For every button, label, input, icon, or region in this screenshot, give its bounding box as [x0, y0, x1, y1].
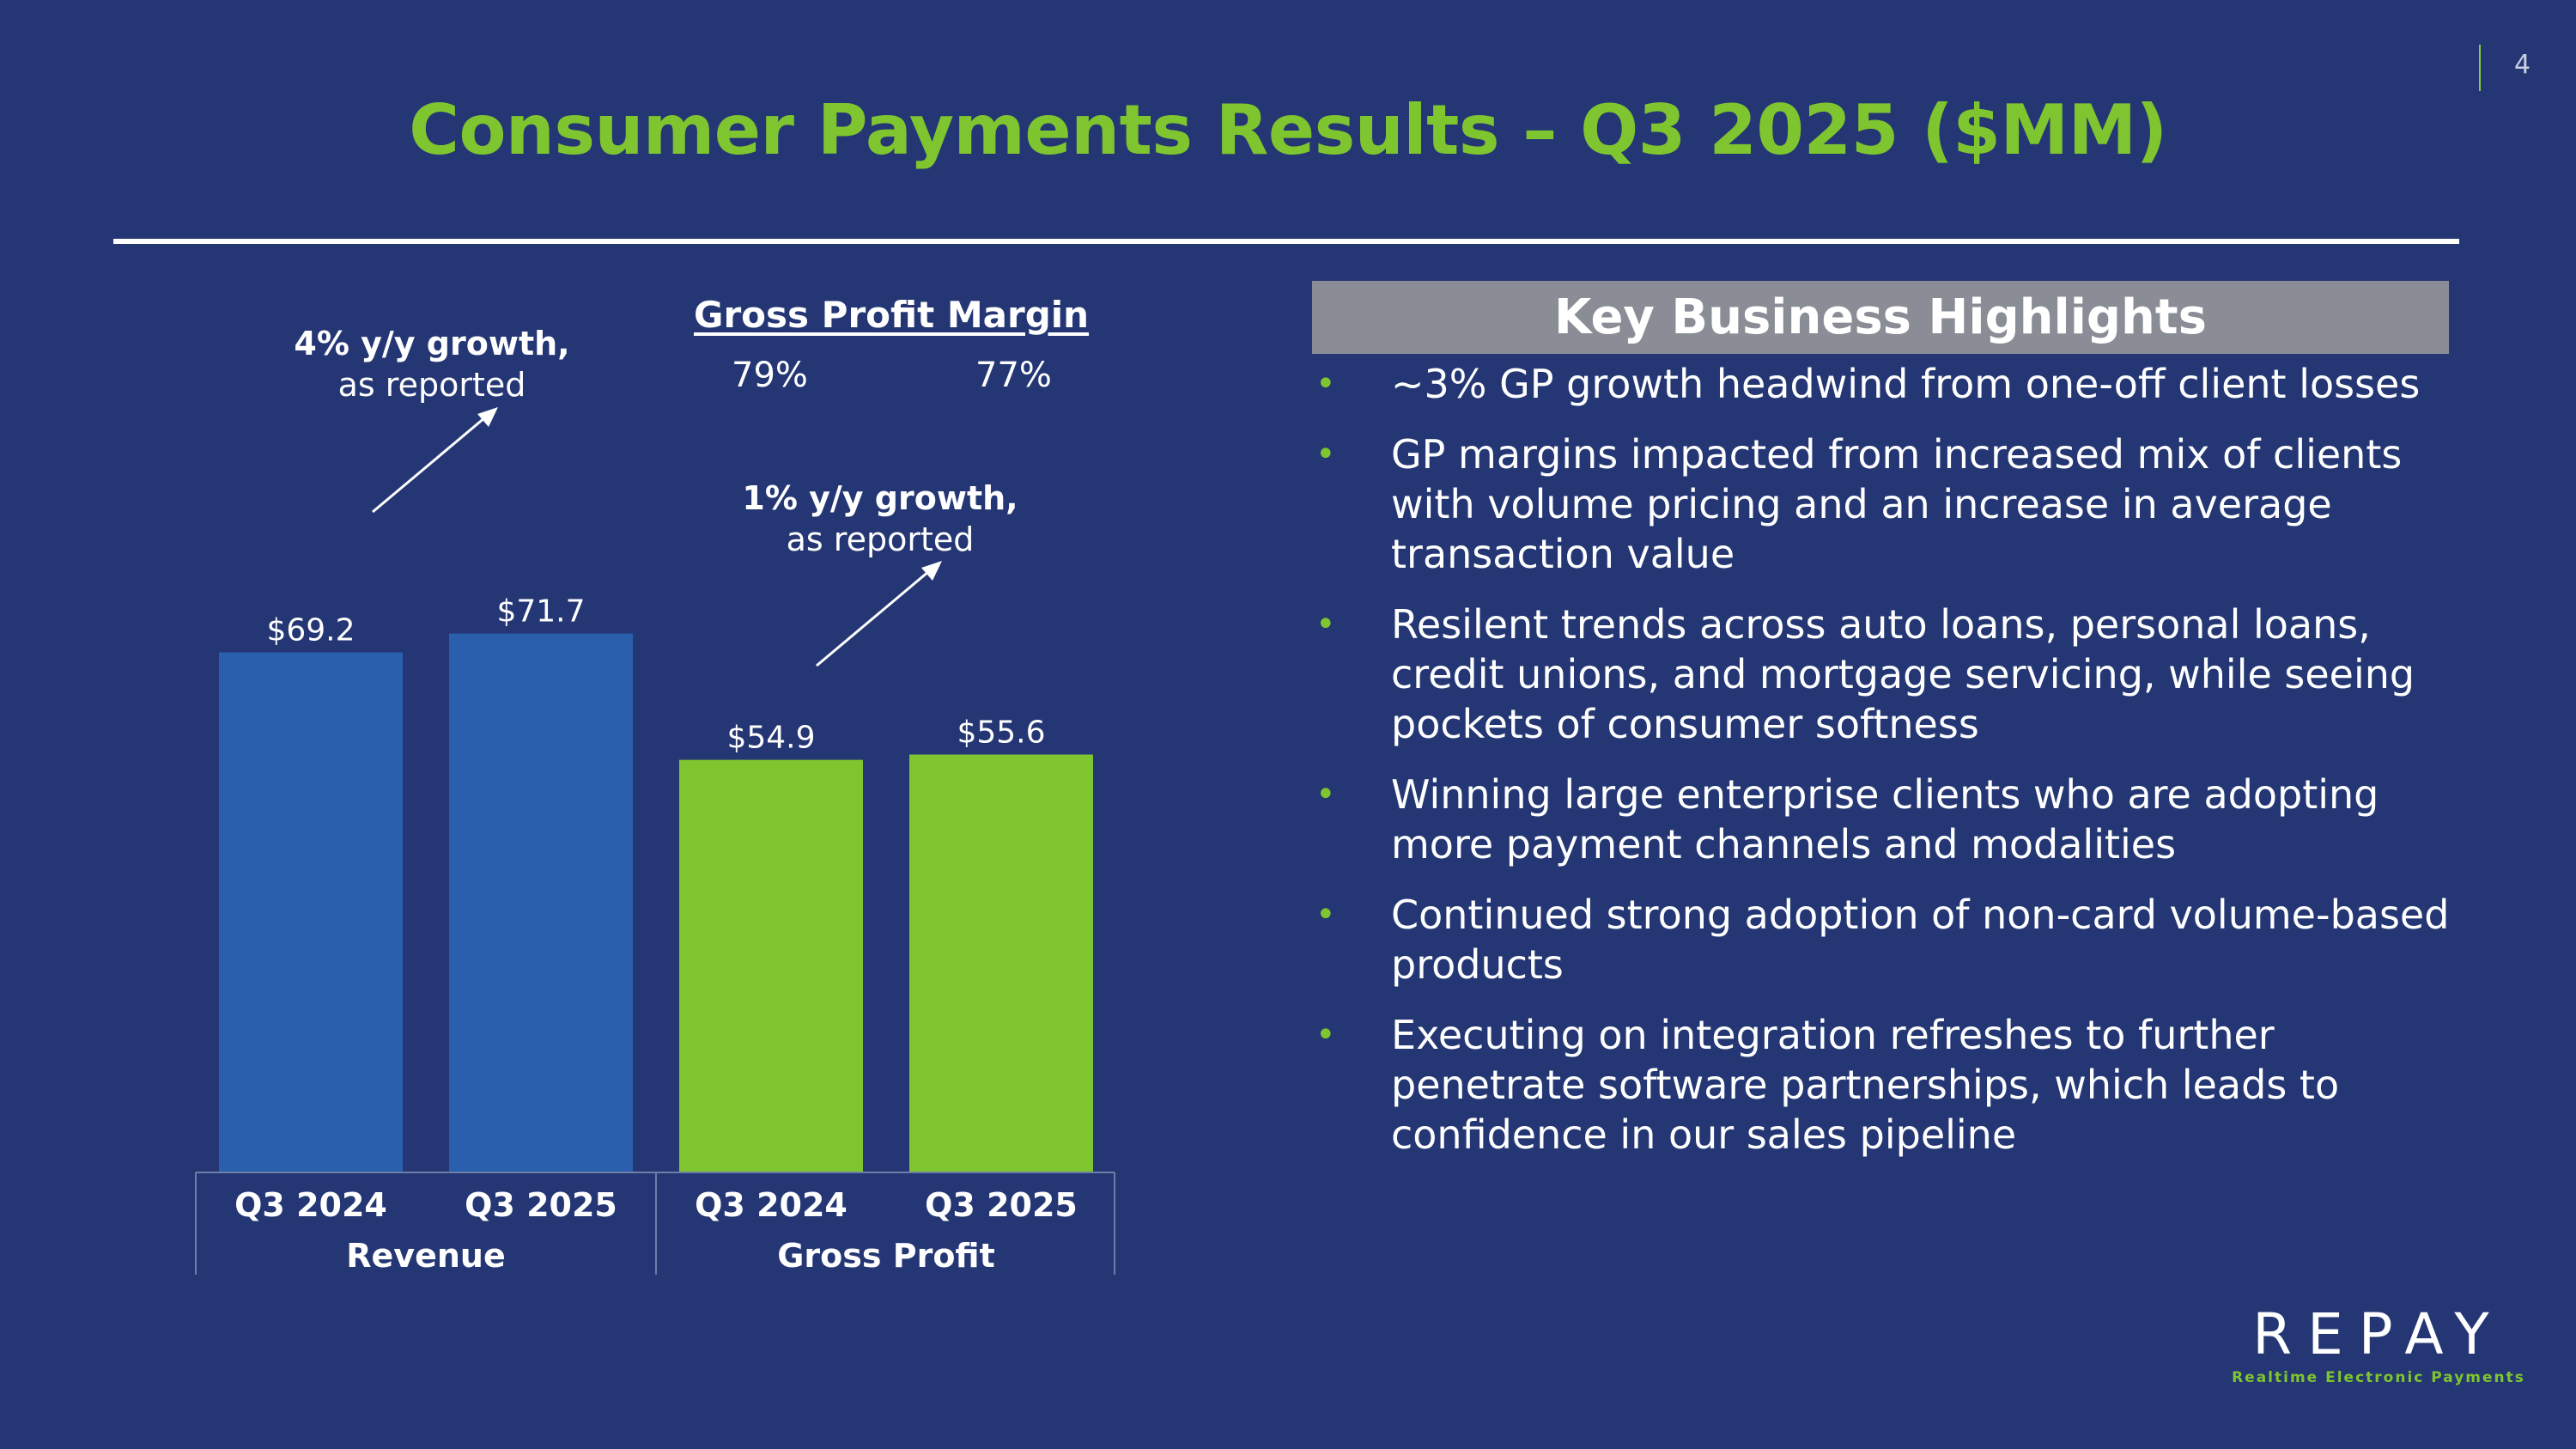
tick-labels-layer: Q3 2024 Q3 2025 Q3 2024 Q3 2025	[234, 1186, 1078, 1224]
bar-2	[679, 759, 863, 1172]
page-number-divider	[2479, 45, 2481, 91]
value-label-1: $71.7	[496, 594, 585, 630]
highlight-item: • Continued strong adoption of non-card v…	[1315, 892, 2450, 988]
group-labels-layer: Revenue Gross Profit	[346, 1237, 995, 1275]
logo-tagline: Realtime Electronic Payments	[2232, 1369, 2525, 1386]
highlights-title: Key Business Highlights	[1554, 289, 2207, 345]
gross-profit-growth-sublabel: as reported	[786, 521, 975, 558]
highlight-item: • Winning large enterprise clients who ar…	[1315, 771, 2379, 868]
highlight-item: • Resilent trends across auto loans, pers…	[1315, 601, 2415, 747]
title-divider	[113, 239, 2459, 244]
highlight-item: • Executing on integration refreshes to f…	[1315, 1012, 2340, 1158]
highlight-item: • GP margins impacted from increased mix …	[1315, 431, 2403, 577]
group-label-1: Gross Profit	[777, 1237, 995, 1275]
tick-label-1: Q3 2025	[465, 1186, 617, 1224]
value-label-3: $55.6	[957, 715, 1045, 751]
group-label-0: Revenue	[346, 1237, 505, 1275]
tick-label-3: Q3 2025	[925, 1186, 1078, 1224]
gpm-value-q3-2024: 79%	[732, 356, 808, 395]
highlight-item: • ~3% GP growth headwind from one-off cli…	[1315, 361, 2421, 407]
bar-3	[909, 754, 1093, 1172]
gross-profit-margin-heading: Gross Profit Margin	[694, 294, 1090, 336]
revenue-growth-label: 4% y/y growth,	[294, 325, 570, 362]
gross-profit-growth-arrow	[816, 561, 942, 667]
value-labels-layer: $69.2 $71.7 $54.9 $55.6	[266, 594, 1045, 756]
revenue-growth-arrow	[372, 407, 498, 514]
value-label-0: $69.2	[266, 613, 355, 648]
tick-label-2: Q3 2024	[695, 1186, 848, 1224]
gross-profit-growth-label: 1% y/y growth,	[742, 479, 1018, 517]
highlights-list: • ~3% GP growth headwind from one-off cli…	[1305, 359, 2464, 1180]
value-label-2: $54.9	[726, 721, 815, 756]
bullet-icon: •	[1315, 775, 1336, 814]
bar-chart: $69.2$71.7$54.9 $55.6 Q3 2024 Q3 2025 Q3 20…	[195, 407, 1115, 1275]
revenue-growth-sublabel: as reported	[337, 366, 526, 404]
bullet-icon: •	[1315, 364, 1336, 404]
highlights-header: Key Business Highlights	[1312, 281, 2449, 354]
bars-layer	[219, 633, 1093, 1172]
logo-wordmark: REPAY	[2252, 1301, 2505, 1367]
bullet-icon: •	[1315, 895, 1336, 935]
bullet-icon: •	[1315, 435, 1336, 474]
gpm-value-q3-2025: 77%	[975, 356, 1052, 395]
bar-0	[219, 652, 403, 1172]
bullet-icon: •	[1315, 1015, 1336, 1055]
bar-1	[449, 633, 633, 1172]
page-number: 4	[2514, 50, 2531, 80]
tick-label-0: Q3 2024	[234, 1186, 387, 1224]
repay-logo: REPAY Realtime Electronic Payments	[2215, 1301, 2542, 1386]
page-title: Consumer Payments Results – Q3 2025 ($MM…	[409, 90, 2167, 170]
bullet-icon: •	[1315, 605, 1336, 644]
